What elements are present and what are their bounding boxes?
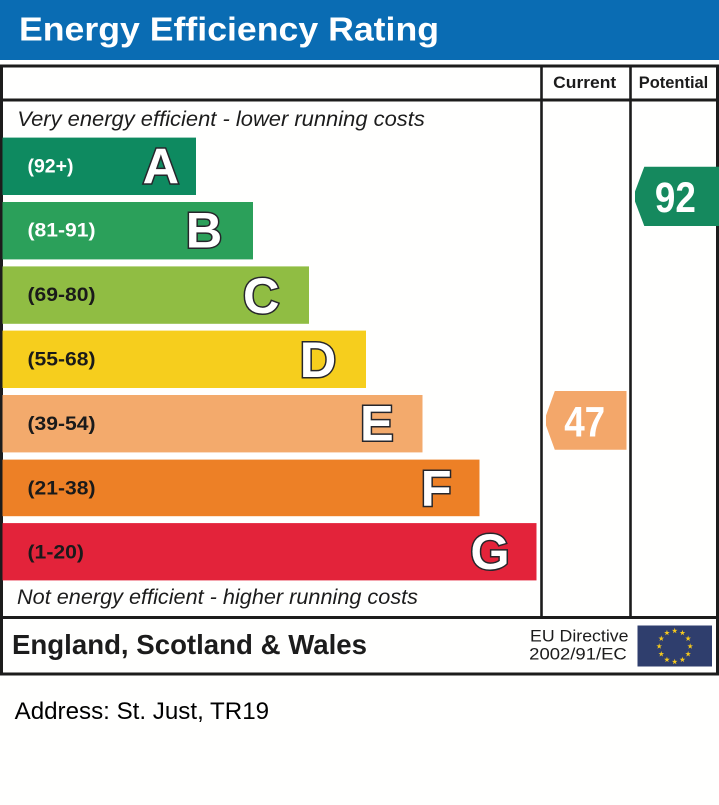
svg-text:(92+): (92+) [28,155,74,177]
svg-text:F: F [421,459,452,516]
svg-text:(81-91): (81-91) [28,220,96,242]
svg-text:(55-68): (55-68) [28,349,96,371]
svg-text:B: B [186,202,222,259]
svg-text:(69-80): (69-80) [28,284,96,306]
svg-text:47: 47 [564,399,605,446]
svg-text:(21-38): (21-38) [28,477,96,499]
svg-text:Address: St. Just, TR19: Address: St. Just, TR19 [15,698,270,725]
svg-text:Potential: Potential [639,73,709,92]
svg-text:G: G [470,523,509,580]
svg-text:(39-54): (39-54) [28,413,96,435]
svg-text:Energy Efficiency Rating: Energy Efficiency Rating [19,11,439,48]
svg-text:C: C [243,267,279,324]
svg-text:A: A [143,137,179,194]
svg-text:England, Scotland & Wales: England, Scotland & Wales [12,628,367,660]
svg-text:Very energy efficient - lower: Very energy efficient - lower running co… [17,107,425,131]
svg-text:EU Directive: EU Directive [530,626,629,645]
svg-text:92: 92 [655,175,696,222]
svg-text:(1-20): (1-20) [28,542,85,564]
svg-text:E: E [360,394,394,451]
svg-text:2002/91/EC: 2002/91/EC [529,645,627,664]
svg-text:Not energy efficient - higher: Not energy efficient - higher running co… [17,585,418,609]
svg-text:Current: Current [553,73,616,92]
svg-text:D: D [300,331,336,388]
